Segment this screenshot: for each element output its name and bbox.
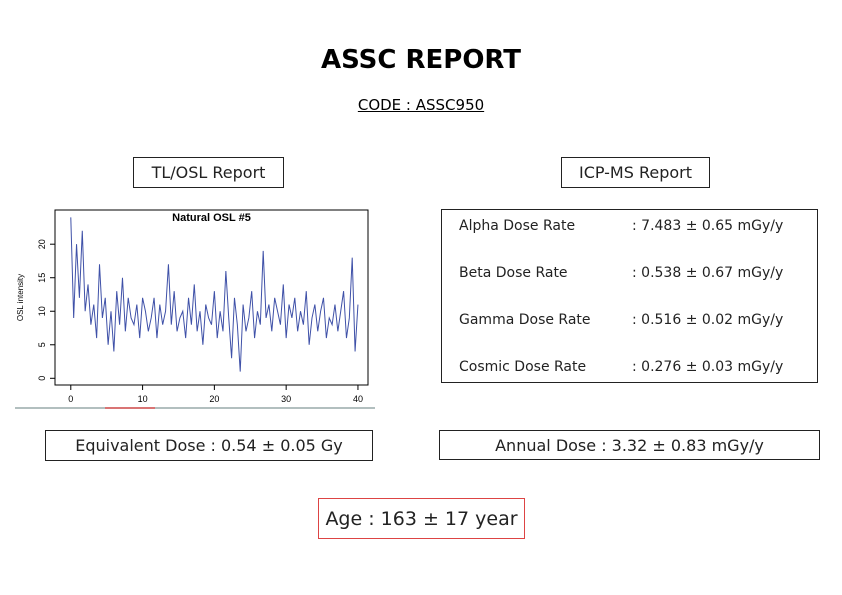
dose-label: Beta Dose Rate bbox=[459, 265, 568, 281]
icp-ms-heading: ICP-MS Report bbox=[561, 157, 710, 188]
report-code: CODE : ASSC950 bbox=[0, 96, 842, 114]
equivalent-dose: Equivalent Dose : 0.54 ± 0.05 Gy bbox=[45, 430, 373, 461]
icp-ms-table: Alpha Dose Rate : 7.483 ± 0.65 mGy/y Beta … bbox=[441, 209, 818, 383]
dose-value: : 0.516 ± 0.02 mGy/y bbox=[632, 312, 784, 328]
age-result: Age : 163 ± 17 year bbox=[318, 498, 525, 539]
y-tick-label: 5 bbox=[37, 342, 47, 347]
y-tick-label: 20 bbox=[37, 239, 47, 249]
dose-value: : 0.276 ± 0.03 mGy/y bbox=[632, 359, 784, 375]
x-tick-label: 0 bbox=[68, 394, 73, 404]
y-tick-label: 10 bbox=[37, 306, 47, 316]
y-tick-label: 0 bbox=[37, 376, 47, 381]
dose-label: Cosmic Dose Rate bbox=[459, 359, 587, 375]
x-tick-label: 10 bbox=[138, 394, 148, 404]
chart-title: Natural OSL #5 bbox=[172, 212, 251, 224]
y-axis-label: OSL intensity bbox=[16, 274, 25, 321]
x-tick-label: 30 bbox=[281, 394, 291, 404]
tl-osl-heading: TL/OSL Report bbox=[133, 157, 284, 188]
dose-value: : 0.538 ± 0.67 mGy/y bbox=[632, 265, 784, 281]
y-tick-label: 15 bbox=[37, 273, 47, 283]
osl-line bbox=[70, 217, 359, 372]
dose-value: : 7.483 ± 0.65 mGy/y bbox=[632, 218, 784, 234]
x-tick-label: 20 bbox=[209, 394, 219, 404]
osl-chart: Natural OSL #5 OSL intensity 0 5 10 15 20 0 10 20… bbox=[15, 209, 375, 409]
code-text: CODE : ASSC950 bbox=[357, 96, 485, 114]
report-title: ASSC REPORT bbox=[320, 45, 522, 75]
annual-dose: Annual Dose : 3.32 ± 0.83 mGy/y bbox=[439, 430, 820, 460]
plot-box bbox=[54, 209, 369, 386]
x-tick-label: 40 bbox=[353, 394, 363, 404]
dose-label: Gamma Dose Rate bbox=[459, 312, 591, 328]
dose-label: Alpha Dose Rate bbox=[459, 218, 576, 234]
